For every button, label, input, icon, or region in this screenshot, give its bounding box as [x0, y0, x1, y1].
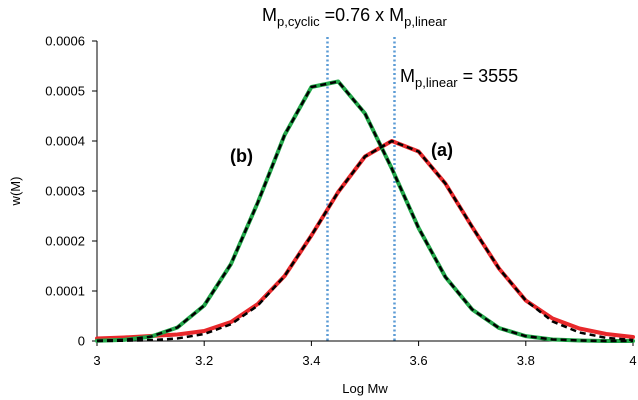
- y-tick-label: 0: [78, 334, 85, 349]
- y-tick-label: 0.0004: [45, 134, 85, 149]
- annotation-part: M: [400, 66, 415, 86]
- series-line: [96, 139, 634, 343]
- curve-label: (a): [431, 140, 453, 160]
- annotation-part: =0.76 x M: [320, 5, 405, 25]
- series-line: [95, 79, 635, 343]
- x-tick-label: 3: [93, 353, 100, 368]
- x-tick-label: 3.6: [410, 353, 428, 368]
- y-tick-label: 0.0002: [45, 234, 85, 249]
- annotation-sub: p,cyclic: [277, 14, 320, 29]
- y-tick-label: 0.0001: [45, 284, 85, 299]
- annotation-sub: p,linear: [415, 75, 458, 90]
- y-tick-label: 0.0006: [45, 34, 85, 49]
- x-tick-label: 3.8: [517, 353, 535, 368]
- x-axis-label: Log Mw: [342, 381, 388, 396]
- ratio-annotation: Mp,cyclic =0.76 x Mp,linear: [262, 5, 447, 29]
- x-tick-label: 4: [629, 353, 636, 368]
- annotation-part: = 3555: [458, 66, 519, 86]
- series-line: [96, 80, 633, 343]
- linear-annotation: Mp,linear = 3555: [400, 66, 518, 90]
- annotation-sub: p,linear: [404, 14, 447, 29]
- y-tick-label: 0.0003: [45, 184, 85, 199]
- series-line: [95, 139, 635, 341]
- annotation-part: M: [262, 5, 277, 25]
- x-tick-label: 3.4: [302, 353, 320, 368]
- y-axis-label: w(M): [8, 177, 23, 207]
- x-tick-label: 3.2: [195, 353, 213, 368]
- y-tick-label: 0.0005: [45, 84, 85, 99]
- curve-label: (b): [230, 146, 253, 166]
